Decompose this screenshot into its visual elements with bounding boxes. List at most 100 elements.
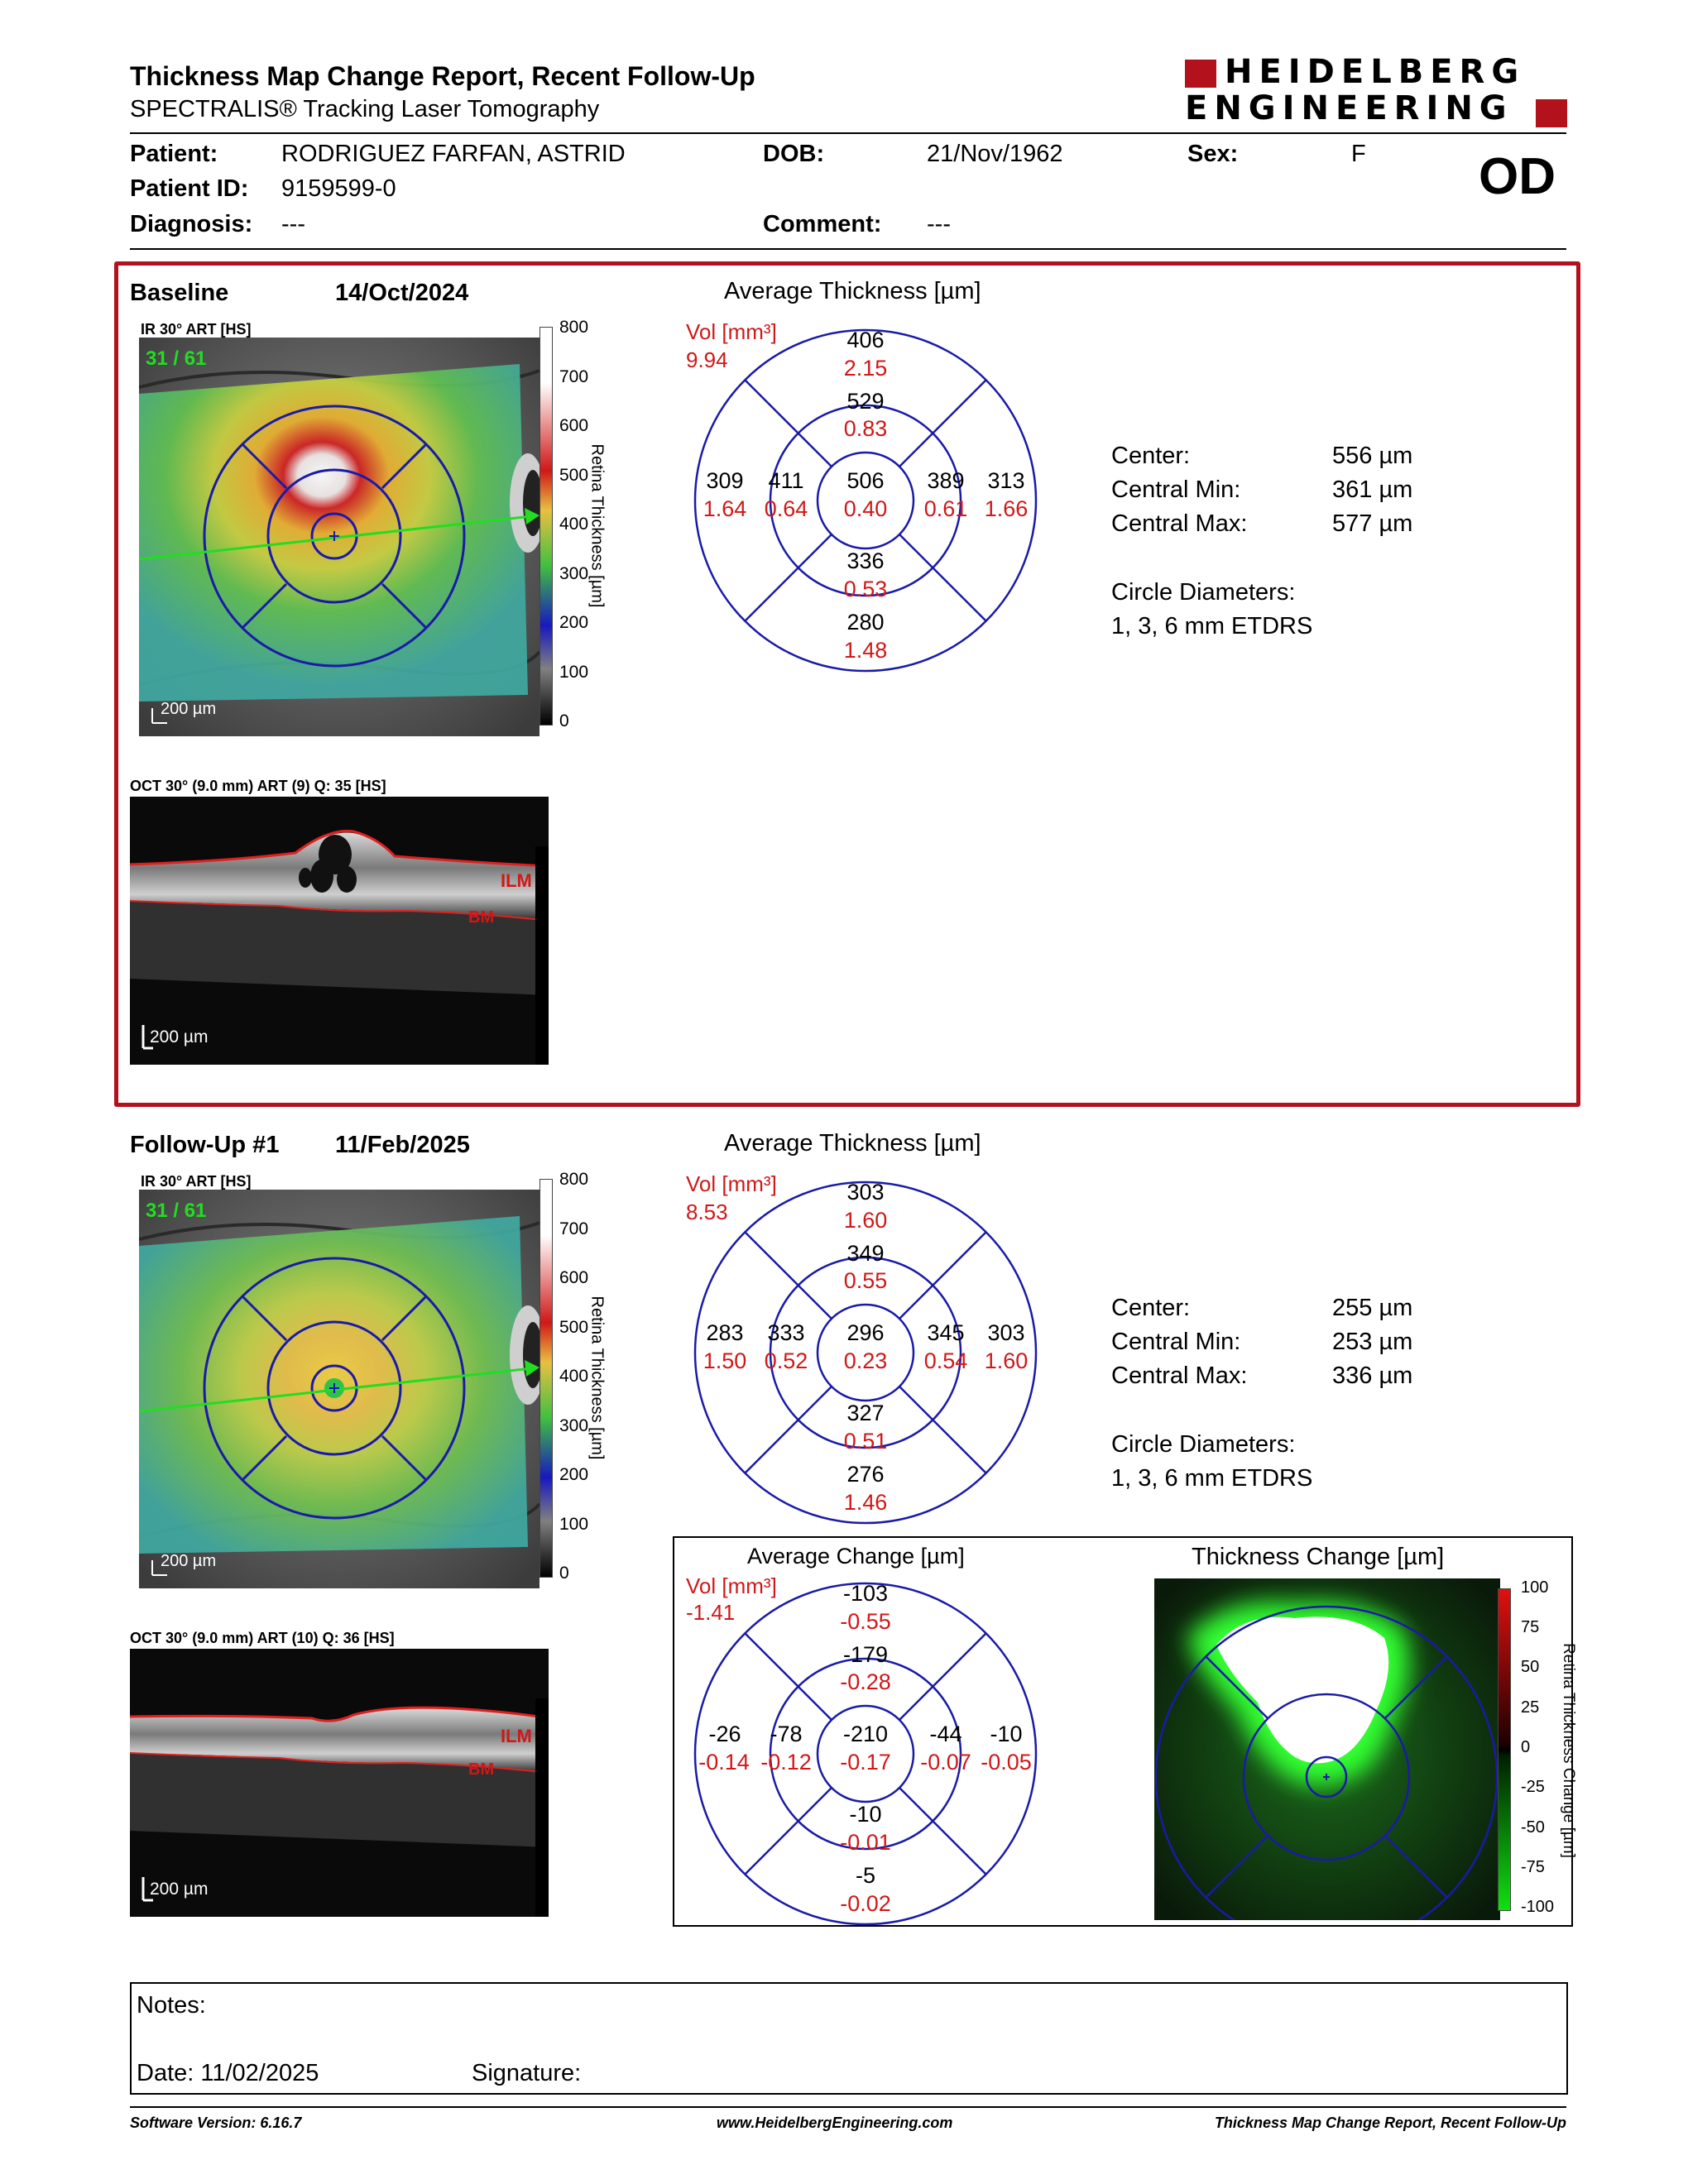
baseline-outer-right-vol: 1.66 bbox=[984, 496, 1029, 521]
followup-diam-label: Circle Diameters: bbox=[1111, 1431, 1296, 1458]
baseline-scale-bar: 200 µm bbox=[161, 700, 217, 718]
scale-tick: 0 bbox=[559, 1564, 569, 1583]
baseline-thickness-scale bbox=[539, 327, 553, 726]
change-outer-bottom-vol: -0.02 bbox=[840, 1891, 891, 1916]
change-avg-title: Average Change [µm] bbox=[747, 1544, 965, 1569]
comment-value: --- bbox=[927, 211, 951, 237]
followup-inner-right: 345 bbox=[927, 1320, 965, 1345]
scale-tick: 800 bbox=[559, 318, 589, 337]
followup-inner-bottom: 327 bbox=[846, 1401, 885, 1425]
scale-tick: 0 bbox=[559, 711, 569, 730]
followup-avg-title: Average Thickness [µm] bbox=[724, 1130, 981, 1157]
scale-tick: 100 bbox=[559, 1515, 589, 1534]
followup-inner-left: 333 bbox=[767, 1320, 805, 1345]
scale-tick: 100 bbox=[559, 663, 589, 682]
followup-outer-top: 303 bbox=[846, 1180, 885, 1205]
change-inner-left: -78 bbox=[770, 1722, 803, 1746]
followup-scale-label: Retina Thickness [µm] bbox=[587, 1296, 607, 1460]
signature-label: Signature: bbox=[472, 2060, 582, 2086]
followup-inner-bottom-vol: 0.51 bbox=[843, 1429, 888, 1454]
followup-diam-value: 1, 3, 6 mm ETDRS bbox=[1111, 1465, 1313, 1492]
followup-inner-right-vol: 0.54 bbox=[923, 1348, 968, 1373]
scale-tick: 300 bbox=[559, 564, 589, 583]
baseline-inner-right-vol: 0.61 bbox=[923, 496, 968, 521]
change-inner-bottom: -10 bbox=[849, 1802, 882, 1827]
change-tick: 50 bbox=[1521, 1658, 1540, 1676]
baseline-inner-bottom-vol: 0.53 bbox=[843, 577, 888, 601]
baseline-oct-scale: 200 µm bbox=[150, 1027, 209, 1046]
patient-name: RODRIGUEZ FARFAN, ASTRID bbox=[281, 141, 626, 167]
baseline-inner-bottom: 336 bbox=[846, 548, 885, 573]
change-tick: 75 bbox=[1521, 1618, 1540, 1636]
baseline-outer-bottom-vol: 1.48 bbox=[843, 638, 888, 663]
followup-center-value: 255 µm bbox=[1332, 1295, 1413, 1321]
baseline-vol-label: Vol [mm³] bbox=[686, 319, 777, 344]
followup-inner-top-vol: 0.55 bbox=[843, 1268, 888, 1293]
baseline-frame-counter: 31 / 61 bbox=[146, 347, 207, 370]
followup-date: 11/Feb/2025 bbox=[335, 1132, 470, 1158]
change-scale-bar bbox=[1498, 1588, 1511, 1911]
change-outer-right: -10 bbox=[990, 1722, 1023, 1746]
baseline-oct-scan bbox=[130, 797, 549, 1065]
baseline-inner-top-vol: 0.83 bbox=[843, 416, 888, 441]
dob-value: 21/Nov/1962 bbox=[927, 141, 1063, 167]
change-inner-left-vol: -0.12 bbox=[760, 1750, 812, 1774]
patient-id: 9159599-0 bbox=[281, 175, 396, 202]
baseline-center-label: Center: bbox=[1111, 443, 1191, 469]
patient-label: Patient: bbox=[130, 141, 218, 167]
change-outer-right-vol: -0.05 bbox=[981, 1750, 1032, 1774]
followup-outer-top-vol: 1.60 bbox=[843, 1208, 888, 1233]
baseline-outer-bottom: 280 bbox=[846, 610, 885, 635]
baseline-scale-ticks: 800 700 600 500 400 300 200 100 0 bbox=[559, 318, 601, 731]
report-subtitle: SPECTRALIS® Tracking Laser Tomography bbox=[130, 96, 600, 122]
change-inner-bottom-vol: -0.01 bbox=[840, 1830, 891, 1855]
followup-outer-bottom: 276 bbox=[846, 1462, 885, 1487]
scale-tick: 700 bbox=[559, 1219, 589, 1238]
followup-center: 296 bbox=[846, 1320, 885, 1345]
change-outer-top-vol: -0.55 bbox=[840, 1609, 891, 1634]
dob-label: DOB: bbox=[763, 141, 825, 167]
baseline-bm-label: BM bbox=[468, 908, 495, 927]
change-outer-bottom: -5 bbox=[855, 1863, 875, 1888]
change-vol-value: -1.41 bbox=[686, 1600, 736, 1625]
baseline-diam-label: Circle Diameters: bbox=[1111, 579, 1296, 606]
sex-value: F bbox=[1351, 141, 1366, 167]
scale-tick: 400 bbox=[559, 1367, 589, 1386]
followup-max-label: Central Max: bbox=[1111, 1363, 1248, 1389]
notes-box bbox=[130, 1982, 1568, 2095]
baseline-inner-left: 411 bbox=[768, 468, 804, 493]
baseline-inner-right: 389 bbox=[927, 468, 965, 493]
followup-outer-right: 303 bbox=[987, 1320, 1025, 1345]
scale-tick: 400 bbox=[559, 515, 589, 534]
baseline-center-vol: 0.40 bbox=[843, 496, 888, 521]
followup-bm-label: BM bbox=[468, 1760, 495, 1779]
diagnosis-value: --- bbox=[281, 211, 305, 237]
followup-ir-label: IR 30° ART [HS] bbox=[141, 1173, 252, 1190]
followup-max-value: 336 µm bbox=[1332, 1363, 1413, 1389]
scale-tick: 500 bbox=[559, 466, 589, 485]
comment-label: Comment: bbox=[763, 211, 882, 237]
baseline-min-value: 361 µm bbox=[1332, 477, 1413, 503]
baseline-thickness-map bbox=[139, 338, 539, 736]
followup-center-label: Center: bbox=[1111, 1295, 1191, 1321]
followup-scale-bar: 200 µm bbox=[161, 1552, 217, 1570]
change-tick: 25 bbox=[1521, 1698, 1540, 1717]
baseline-avg-title: Average Thickness [µm] bbox=[724, 278, 981, 304]
followup-thickness-map bbox=[139, 1190, 539, 1588]
change-inner-top: -179 bbox=[842, 1642, 889, 1667]
thickness-change-map bbox=[1154, 1578, 1500, 1920]
change-center: -210 bbox=[842, 1722, 889, 1746]
change-scale-label: Retina Thickness Change [µm] bbox=[1560, 1643, 1577, 1858]
baseline-scale-label: Retina Thickness [µm] bbox=[587, 443, 607, 608]
change-tick: 0 bbox=[1521, 1738, 1531, 1756]
heidelberg-logo: HEIDELBERG ENGINEERING bbox=[1185, 53, 1567, 132]
notes-date: Date: 11/02/2025 bbox=[137, 2060, 319, 2086]
followup-outer-left-vol: 1.50 bbox=[703, 1348, 747, 1373]
baseline-min-label: Central Min: bbox=[1111, 477, 1241, 503]
change-outer-left: -26 bbox=[708, 1722, 741, 1746]
footer-url[interactable]: www.HeidelbergEngineering.com bbox=[717, 2115, 953, 2131]
followup-outer-right-vol: 1.60 bbox=[984, 1348, 1029, 1373]
change-inner-right: -44 bbox=[929, 1722, 962, 1746]
change-tick: -25 bbox=[1521, 1778, 1545, 1796]
baseline-ir-label: IR 30° ART [HS] bbox=[141, 321, 252, 338]
